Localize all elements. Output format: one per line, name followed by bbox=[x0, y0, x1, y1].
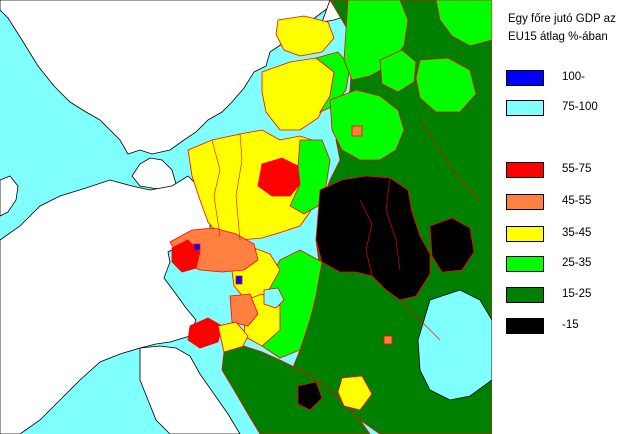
region-bulgaria-black bbox=[297, 381, 323, 411]
legend-swatch bbox=[506, 194, 544, 210]
legend-item-45-55: 45-55 bbox=[506, 194, 624, 212]
region-prague-red bbox=[171, 239, 201, 273]
gdp-choropleth-map bbox=[0, 0, 492, 434]
legend-label: 100- bbox=[562, 71, 586, 83]
region-warsaw bbox=[257, 157, 301, 197]
region-budapest-lightblue bbox=[263, 287, 285, 309]
region-croatia-yellow bbox=[217, 321, 249, 353]
land-uk bbox=[0, 175, 19, 217]
region-ukraine-black bbox=[315, 175, 431, 301]
region-vienna-blue bbox=[235, 275, 243, 285]
legend-title-line1: Egy főre jutó GDP az bbox=[508, 13, 616, 25]
region-ukraine-east-black bbox=[429, 217, 475, 273]
legend-swatch bbox=[506, 100, 544, 116]
land-italy bbox=[139, 345, 241, 434]
legend-label: 45-55 bbox=[562, 195, 592, 207]
legend-swatch bbox=[506, 287, 544, 303]
region-croatia-orange bbox=[229, 293, 259, 327]
legend-item-25-35: 25-35 bbox=[506, 256, 624, 274]
region-moscow-green bbox=[379, 49, 417, 93]
region-lithuania bbox=[261, 57, 335, 131]
region-crimea-orange bbox=[383, 335, 393, 345]
region-borders bbox=[211, 119, 481, 341]
region-russia-mid-green bbox=[415, 57, 477, 113]
region-estonia bbox=[275, 15, 335, 57]
land-denmark bbox=[131, 157, 177, 191]
region-small-orange bbox=[351, 125, 363, 137]
legend-item-75-100: 75-100 bbox=[506, 100, 624, 118]
region-south-yellow bbox=[337, 375, 373, 411]
region-prague-blue bbox=[193, 243, 201, 251]
legend-label: 15-25 bbox=[562, 288, 592, 300]
region-balkans-dark bbox=[221, 345, 371, 434]
legend-swatch bbox=[506, 162, 544, 178]
legend-item-15-25: 15-25 bbox=[506, 287, 624, 305]
legend-swatch bbox=[506, 70, 544, 86]
legend-title-line2: EU15 átlag %-ában bbox=[508, 31, 608, 43]
legend-label: -15 bbox=[562, 319, 579, 331]
legend-item-minus15: -15 bbox=[506, 318, 624, 336]
region-russia-ne-green bbox=[435, 0, 492, 47]
region-slovenia-red bbox=[187, 317, 223, 349]
legend-label: 75-100 bbox=[562, 101, 598, 113]
legend-swatch bbox=[506, 226, 544, 242]
legend-label: 25-35 bbox=[562, 257, 592, 269]
legend: Egy főre jutó GDP az EU15 átlag %-ában 1… bbox=[492, 0, 629, 434]
legend-label: 35-45 bbox=[562, 227, 592, 239]
legend-item-100plus: 100- bbox=[506, 70, 624, 88]
legend-swatch bbox=[506, 318, 544, 334]
land-western-europe bbox=[0, 175, 211, 434]
legend-item-55-75: 55-75 bbox=[506, 162, 624, 180]
legend-item-35-45: 35-45 bbox=[506, 226, 624, 244]
region-belarus-green bbox=[329, 89, 405, 161]
legend-label: 55-75 bbox=[562, 163, 592, 175]
legend-swatch bbox=[506, 256, 544, 272]
sea-black-sea bbox=[417, 289, 492, 401]
